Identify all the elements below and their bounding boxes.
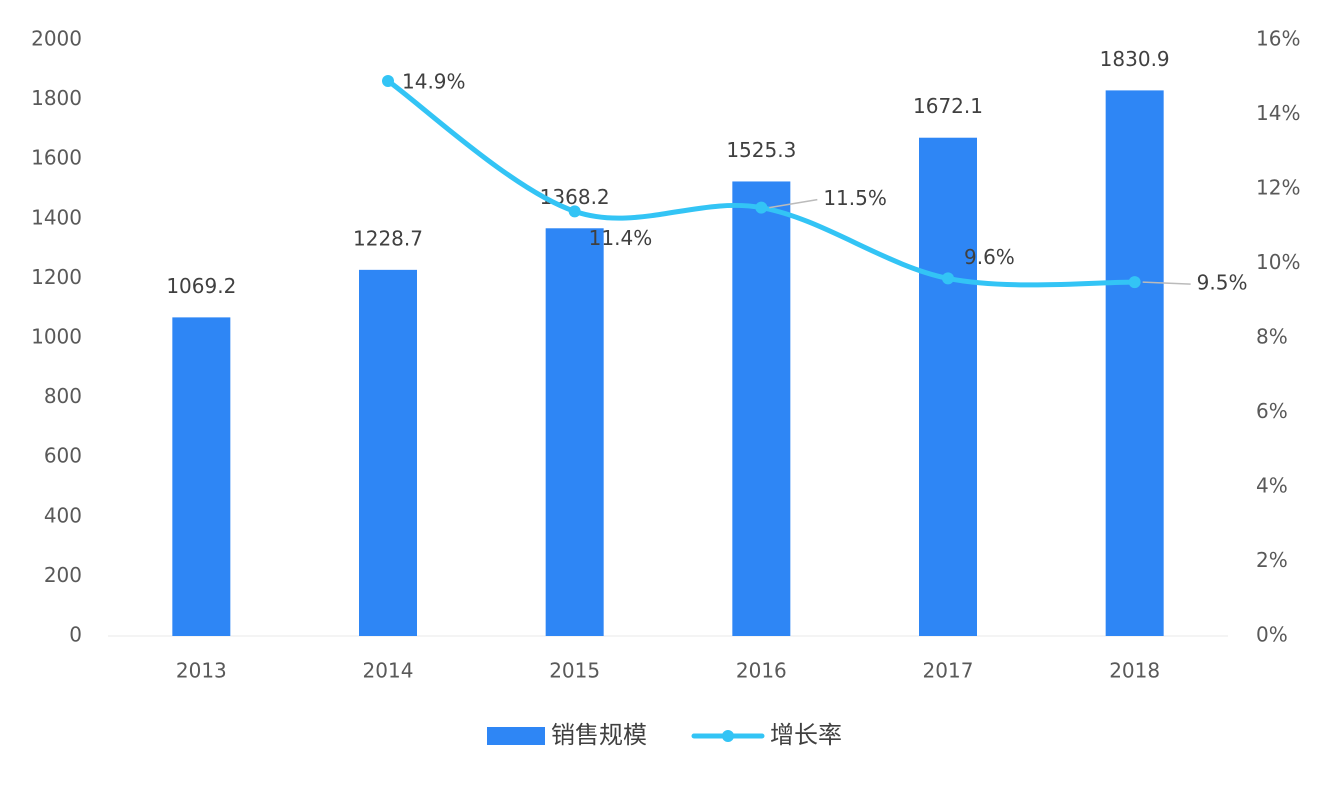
label-leader: [769, 198, 818, 209]
y2-tick-label: 8%: [1256, 325, 1288, 349]
y-tick-label: 1200: [31, 265, 82, 289]
y-tick-label: 2000: [31, 27, 82, 51]
label-leader: [1142, 281, 1191, 285]
y2-tick-label: 10%: [1256, 250, 1300, 274]
bar: [1105, 90, 1164, 637]
x-tick-label: 2018: [1109, 659, 1160, 683]
x-tick-label: 2016: [736, 659, 787, 683]
bar: [732, 181, 791, 636]
y2-tick-label: 16%: [1256, 27, 1300, 51]
y2-tick-label: 4%: [1256, 474, 1288, 498]
y-tick-label: 600: [44, 444, 82, 468]
y-tick-label: 1400: [31, 205, 82, 229]
bar-value-label: 1830.9: [1100, 47, 1170, 71]
y2-tick-label: 2%: [1256, 548, 1288, 572]
line-value-label: 11.4%: [589, 226, 653, 250]
y-tick-label: 400: [44, 503, 82, 527]
x-tick-label: 2015: [549, 659, 600, 683]
y-tick-label: 0: [69, 623, 82, 647]
legend-swatch-point: [722, 730, 734, 742]
y-tick-label: 1600: [31, 146, 82, 170]
bar-value-label: 1672.1: [913, 94, 983, 118]
line-value-label: 14.9%: [402, 69, 466, 93]
line-point: [755, 201, 768, 214]
line-point: [568, 205, 581, 218]
legend-swatch: [487, 727, 545, 745]
bar: [919, 137, 977, 636]
y-tick-label: 800: [44, 384, 82, 408]
bar-value-label: 1525.3: [726, 138, 796, 162]
bar-value-label: 1069.2: [166, 274, 236, 298]
line-point: [942, 272, 954, 285]
bar: [359, 269, 417, 636]
line-value-label: 11.5%: [823, 186, 887, 210]
x-tick-label: 2017: [923, 659, 974, 683]
line-value-label: 9.6%: [964, 245, 1015, 269]
bar-value-label: 1228.7: [353, 226, 423, 250]
legend-label: 增长率: [770, 721, 842, 749]
y-tick-label: 1800: [31, 86, 82, 110]
legend-label: 销售规模: [551, 721, 647, 749]
bar: [172, 317, 231, 636]
y-tick-label: 200: [44, 563, 82, 587]
bar-value-label: 1368.2: [540, 185, 610, 209]
y2-tick-label: 6%: [1256, 399, 1288, 423]
x-tick-label: 2014: [363, 659, 414, 683]
line-point: [1128, 276, 1141, 289]
line-value-label: 9.5%: [1197, 271, 1248, 295]
y2-tick-label: 0%: [1256, 623, 1288, 647]
x-tick-label: 2013: [176, 659, 227, 683]
bar: [545, 228, 604, 636]
y-tick-label: 1000: [31, 325, 82, 349]
line-point: [382, 74, 394, 87]
y2-tick-label: 12%: [1256, 176, 1300, 200]
y2-tick-label: 14%: [1256, 101, 1300, 125]
